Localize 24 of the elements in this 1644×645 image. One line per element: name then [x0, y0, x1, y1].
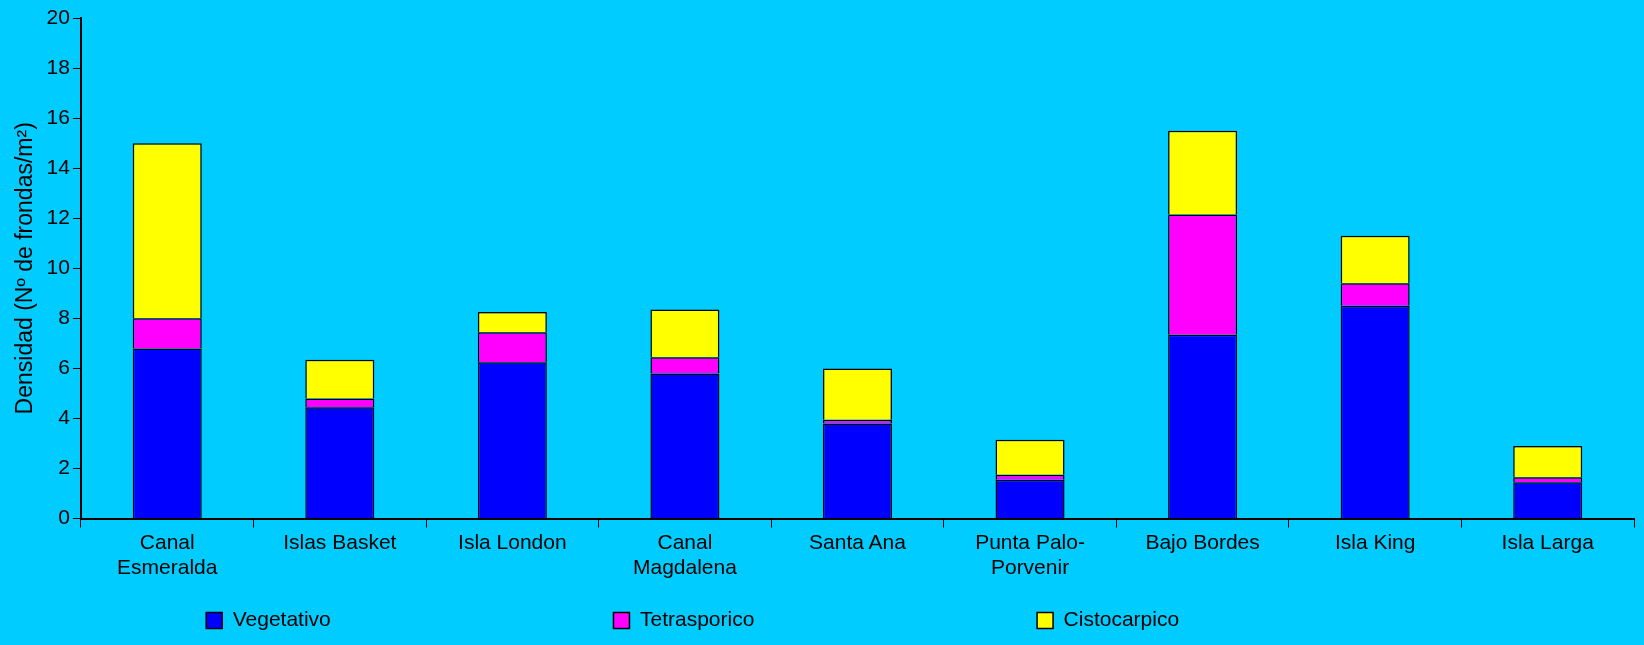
y-tick-label: 8 — [58, 305, 70, 329]
legend-label: Vegetativo — [232, 607, 588, 631]
x-tick-label: Bajo Bordes — [1145, 530, 1260, 553]
y-tick-label: 6 — [58, 355, 70, 379]
y-axis-title: Densidad (Nº de frondas/m²) — [11, 122, 38, 415]
legend-label: Tetrasporico — [639, 607, 1012, 631]
x-tick-label: Isla King — [1334, 530, 1416, 553]
x-tick-label: Canal Esmeralda — [117, 530, 218, 579]
legend-label: Cistocarpico — [1063, 607, 1436, 631]
y-tick-label: 10 — [46, 255, 70, 279]
x-tick-label: Isla Larga — [1501, 530, 1595, 553]
y-tick-label: 0 — [58, 505, 70, 529]
y-tick-label: 16 — [46, 104, 70, 128]
y-tick-label: 2 — [58, 455, 70, 479]
y-tick-label: 20 — [46, 4, 70, 28]
y-tick-label: 14 — [46, 154, 71, 178]
y-tick-label: 18 — [46, 54, 70, 78]
x-tick-label: Isla London — [458, 530, 567, 553]
x-tick-label: Santa Ana — [809, 530, 907, 553]
x-tick-label: Punta Palo-Porvenir — [975, 530, 1085, 579]
y-tick-label: 12 — [46, 205, 70, 229]
y-tick-label: 4 — [58, 405, 71, 429]
x-tick-label: Canal Magdalena — [632, 530, 738, 579]
x-tick-label: Islas Basket — [283, 530, 397, 553]
